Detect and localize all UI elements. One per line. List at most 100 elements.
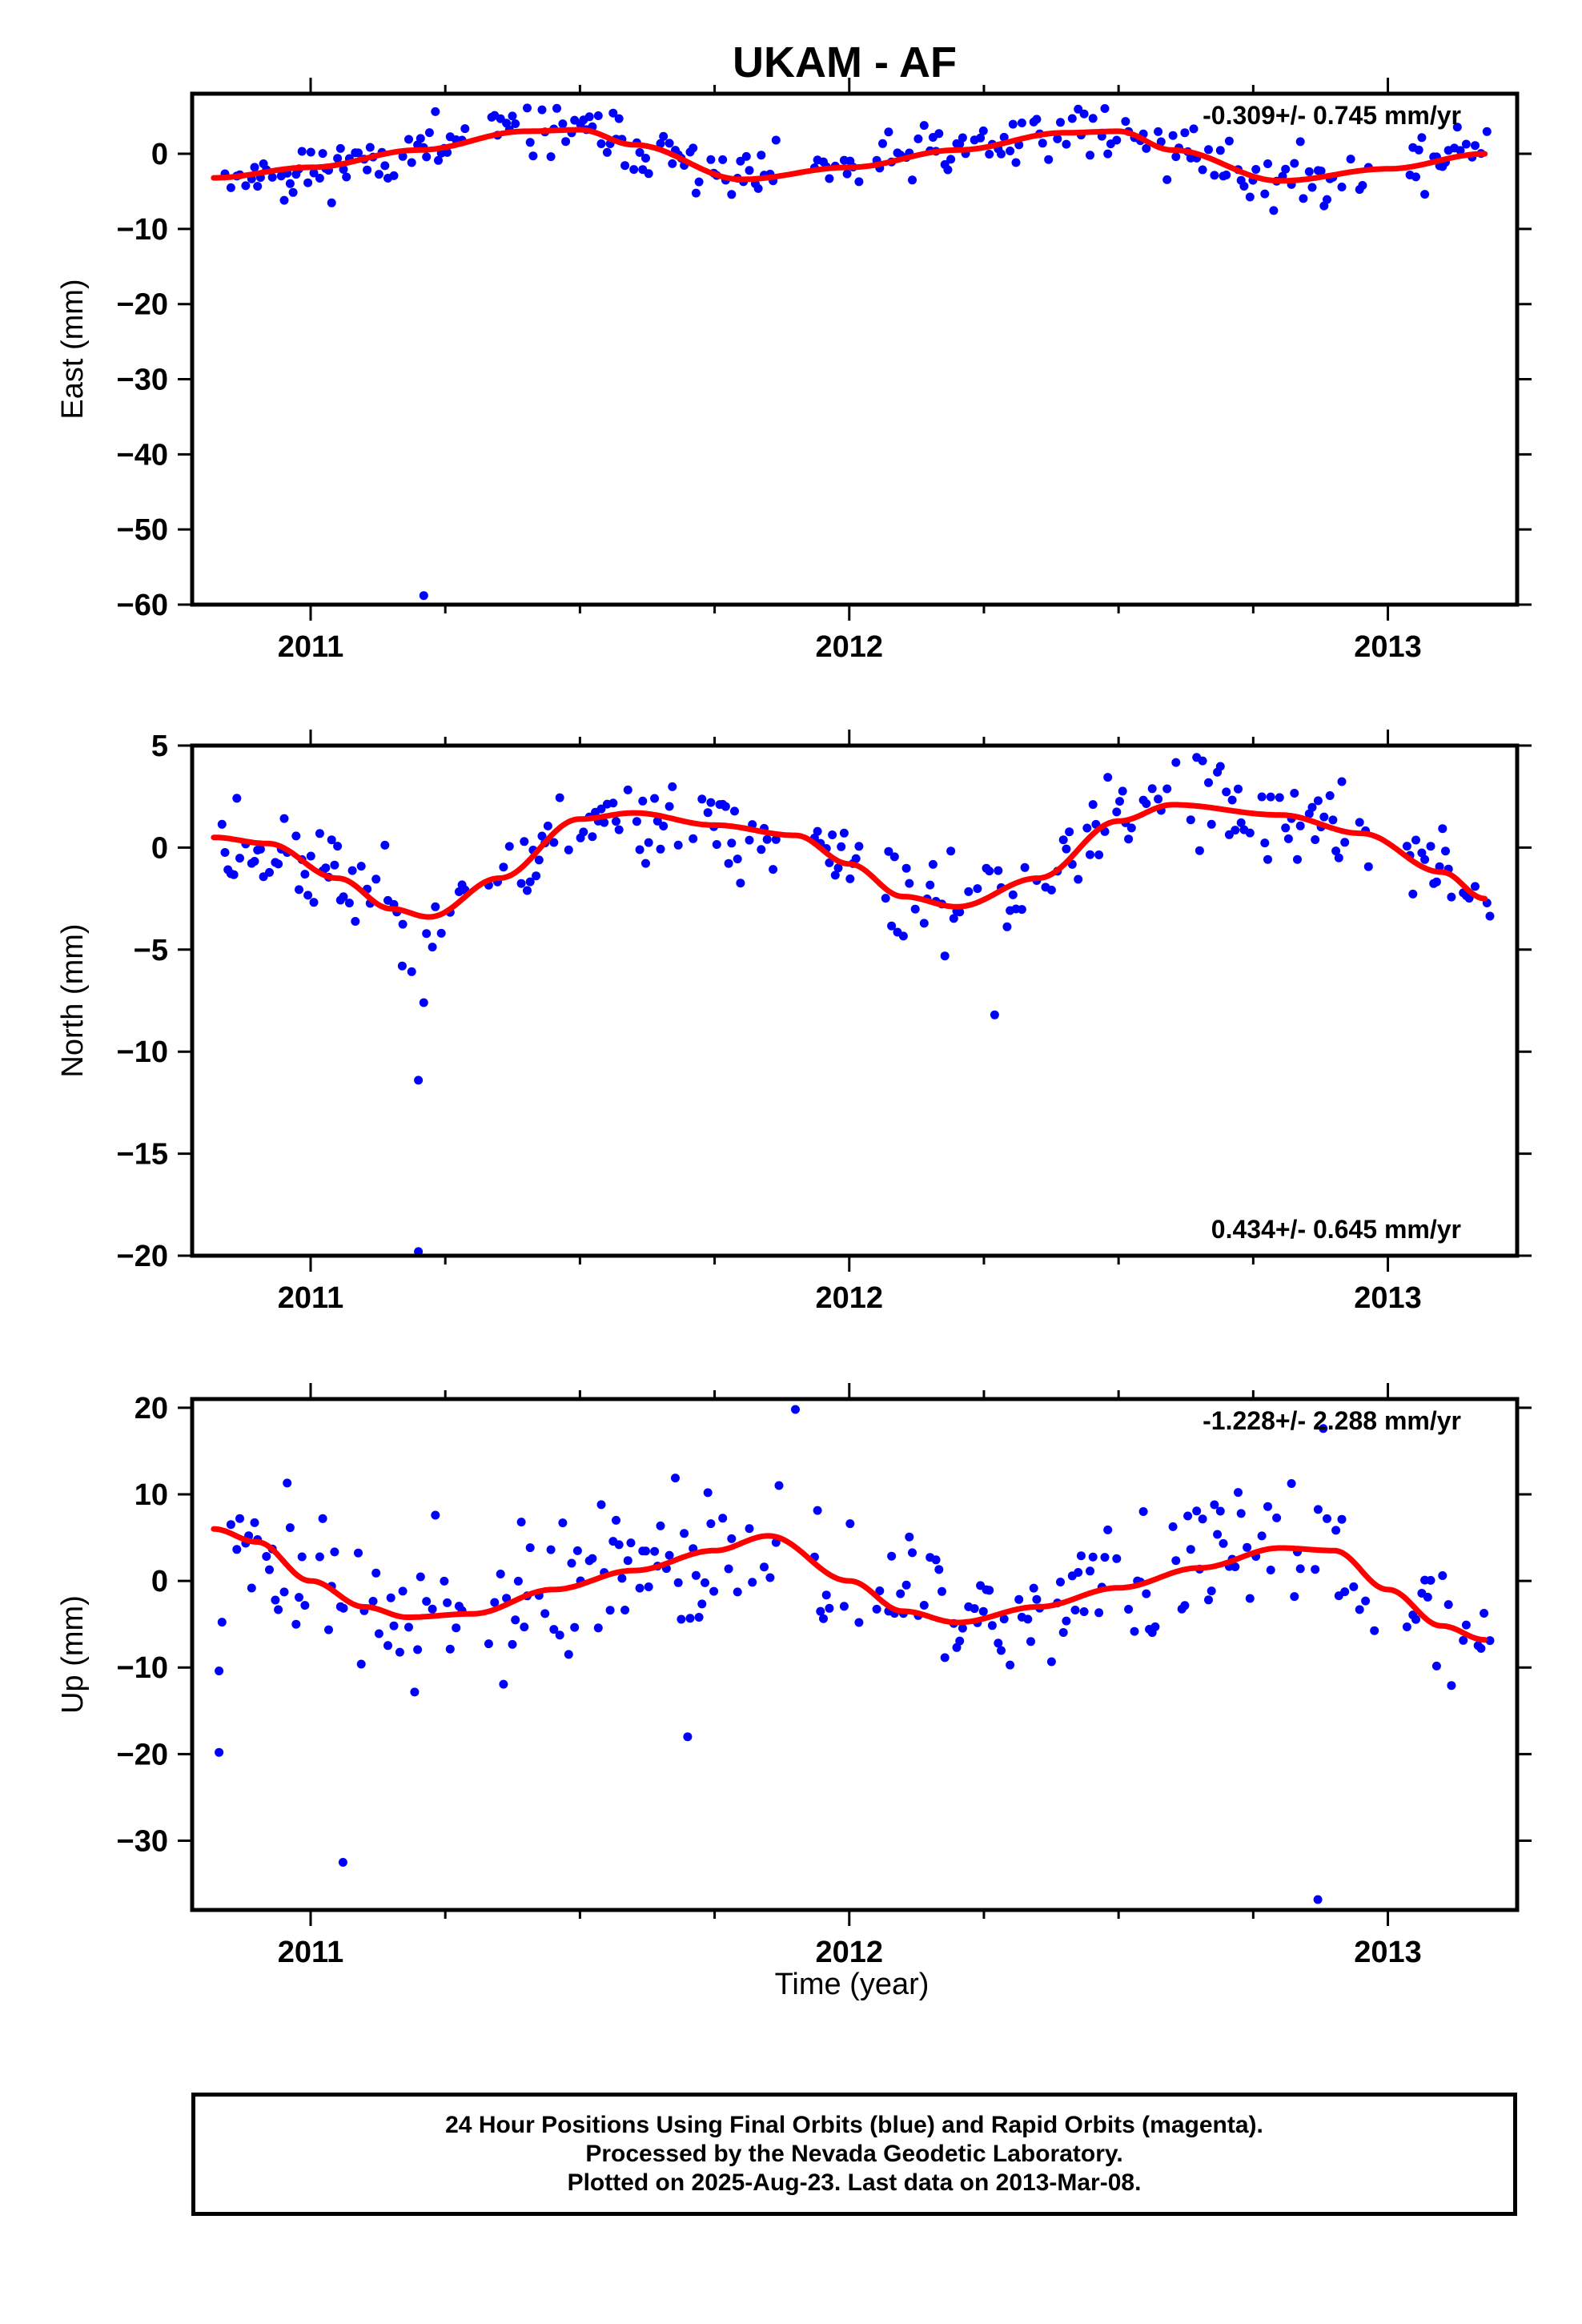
data-point (997, 149, 1006, 159)
data-point (330, 860, 339, 870)
data-point (940, 1653, 950, 1663)
data-point (650, 794, 660, 803)
data-point (765, 1573, 775, 1582)
data-point (398, 1586, 408, 1596)
data-point (255, 844, 265, 854)
data-point (380, 840, 390, 850)
data-point (1008, 890, 1018, 899)
data-point (1154, 127, 1163, 136)
data-point (632, 817, 641, 826)
data-point (1323, 1514, 1331, 1523)
data-point (978, 1606, 988, 1616)
data-point (691, 188, 701, 198)
data-point (443, 1598, 452, 1607)
data-point (635, 147, 644, 157)
caption-box: 24 Hour Positions Using Final Orbits (bl… (191, 2093, 1517, 2216)
data-point (1074, 875, 1083, 884)
data-point (1485, 911, 1495, 921)
data-point (1346, 155, 1355, 164)
data-point (303, 891, 313, 900)
data-point (596, 804, 606, 814)
data-point (608, 798, 618, 808)
data-point (383, 1641, 392, 1651)
data-point (525, 1543, 535, 1553)
data-point (389, 171, 399, 180)
y-tick-label: 0 (151, 138, 168, 171)
data-point (1032, 1594, 1042, 1604)
data-point (1266, 1566, 1275, 1574)
data-point (1079, 109, 1089, 119)
y-tick-label: −10 (117, 1035, 168, 1069)
data-point (668, 782, 677, 791)
data-point (825, 174, 834, 183)
data-point (1183, 1511, 1193, 1521)
data-point (934, 1565, 944, 1574)
data-point (819, 1614, 828, 1623)
data-point (1299, 194, 1308, 203)
data-point (1074, 104, 1083, 114)
data-point (1002, 922, 1012, 931)
data-point (845, 1519, 855, 1529)
data-point (1171, 758, 1181, 767)
data-point (543, 821, 552, 830)
data-point (414, 1076, 424, 1085)
data-point (422, 1597, 432, 1606)
data-point (813, 1506, 822, 1515)
data-point (279, 1587, 289, 1597)
data-point (985, 1586, 994, 1595)
data-point (999, 132, 1009, 142)
data-point (641, 154, 650, 163)
data-point (1062, 844, 1071, 854)
data-point (1192, 1506, 1202, 1516)
data-point (397, 961, 407, 971)
data-point (1067, 114, 1077, 123)
data-point (1086, 850, 1094, 859)
data-point (1263, 1502, 1272, 1511)
data-point (330, 1547, 339, 1557)
x-tick-label: 2012 (815, 630, 883, 664)
data-point (217, 819, 227, 829)
data-point (546, 152, 556, 162)
data-point (1426, 842, 1435, 851)
data-point (680, 1529, 689, 1538)
data-point (1328, 815, 1338, 825)
data-point (1006, 147, 1015, 155)
data-point (1266, 792, 1275, 802)
data-point (1370, 1626, 1379, 1635)
data-point (1150, 1622, 1160, 1631)
data-point (1331, 846, 1341, 856)
data-point (644, 838, 653, 847)
data-point (748, 1578, 757, 1587)
data-point (1420, 190, 1430, 199)
data-point (1260, 189, 1270, 199)
data-point (342, 172, 351, 182)
data-point (1017, 119, 1026, 127)
data-point (247, 1583, 256, 1593)
data-point (215, 1747, 224, 1757)
data-point (709, 1586, 719, 1596)
data-point (584, 112, 594, 122)
data-point (1485, 1636, 1495, 1646)
data-point (499, 1679, 508, 1689)
data-point (1100, 1553, 1110, 1562)
data-point (371, 1568, 381, 1578)
data-point (958, 1623, 967, 1633)
data-point (689, 143, 698, 153)
data-point (534, 855, 544, 865)
data-point (1355, 818, 1364, 827)
data-point (593, 1623, 603, 1633)
data-point (1236, 1509, 1246, 1518)
data-point (741, 151, 751, 161)
y-axis-label: Up (mm) (56, 1595, 90, 1714)
data-point (327, 198, 336, 207)
data-point (718, 1514, 728, 1523)
data-point (570, 1622, 580, 1632)
data-point (452, 1623, 461, 1633)
data-point (596, 139, 606, 148)
data-point (1456, 146, 1465, 155)
data-point (416, 134, 425, 143)
data-point (1006, 1660, 1015, 1670)
data-point (701, 1578, 709, 1587)
data-point (564, 1650, 573, 1659)
data-point (938, 1586, 946, 1596)
